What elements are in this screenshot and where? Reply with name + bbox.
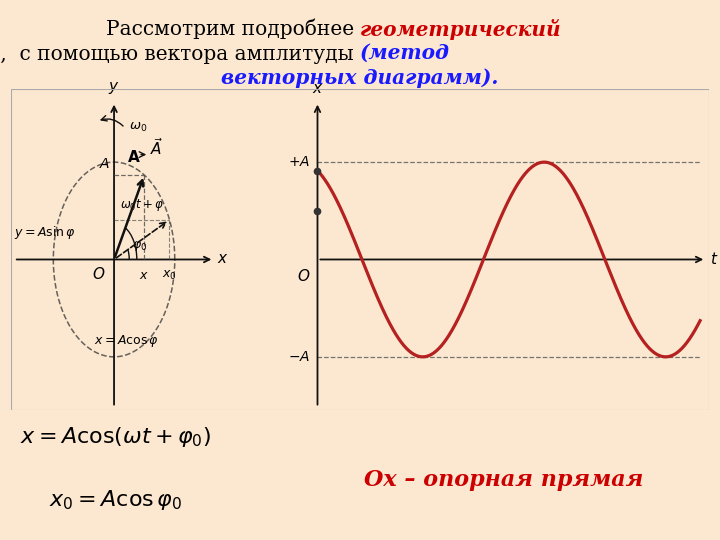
Text: $O$: $O$ — [297, 268, 310, 284]
Text: $y$: $y$ — [108, 80, 120, 96]
Text: $y = A\sin\varphi$: $y = A\sin\varphi$ — [14, 224, 76, 241]
Text: $O$: $O$ — [92, 266, 106, 282]
Text: $x_0 = A\cos\varphi_0$: $x_0 = A\cos\varphi_0$ — [48, 488, 182, 512]
Text: $\mathbf{A}$: $\mathbf{A}$ — [127, 149, 141, 165]
Text: $\omega_0 t+\varphi$: $\omega_0 t+\varphi$ — [120, 197, 164, 213]
Text: $A$: $A$ — [99, 157, 110, 171]
Text: $t$: $t$ — [711, 252, 719, 267]
Text: Ох – опорная прямая: Ох – опорная прямая — [364, 469, 644, 491]
Text: (метод: (метод — [360, 43, 450, 63]
Text: $x$: $x$ — [312, 82, 323, 96]
Text: $x_0$: $x_0$ — [162, 269, 177, 282]
Text: $\vec{A}$: $\vec{A}$ — [150, 138, 163, 158]
Text: $-A$: $-A$ — [288, 350, 310, 364]
Text: $x$: $x$ — [140, 269, 149, 282]
Text: $x = A\cos(\omega t + \varphi_0)$: $x = A\cos(\omega t + \varphi_0)$ — [19, 425, 211, 449]
Text: способ,  с помощью вектора амплитуды: способ, с помощью вектора амплитуды — [0, 43, 360, 64]
Text: векторных диаграмм).: векторных диаграмм). — [221, 68, 499, 87]
Text: Рассмотрим подробнее: Рассмотрим подробнее — [106, 19, 360, 39]
Text: геометрический: геометрический — [360, 19, 562, 40]
Text: $+A$: $+A$ — [288, 155, 310, 169]
Text: $\omega_0$: $\omega_0$ — [129, 120, 147, 133]
Text: $x$: $x$ — [217, 253, 229, 266]
Text: $\varphi_0$: $\varphi_0$ — [132, 239, 148, 253]
Text: $x = A\cos\varphi$: $x = A\cos\varphi$ — [94, 333, 158, 348]
